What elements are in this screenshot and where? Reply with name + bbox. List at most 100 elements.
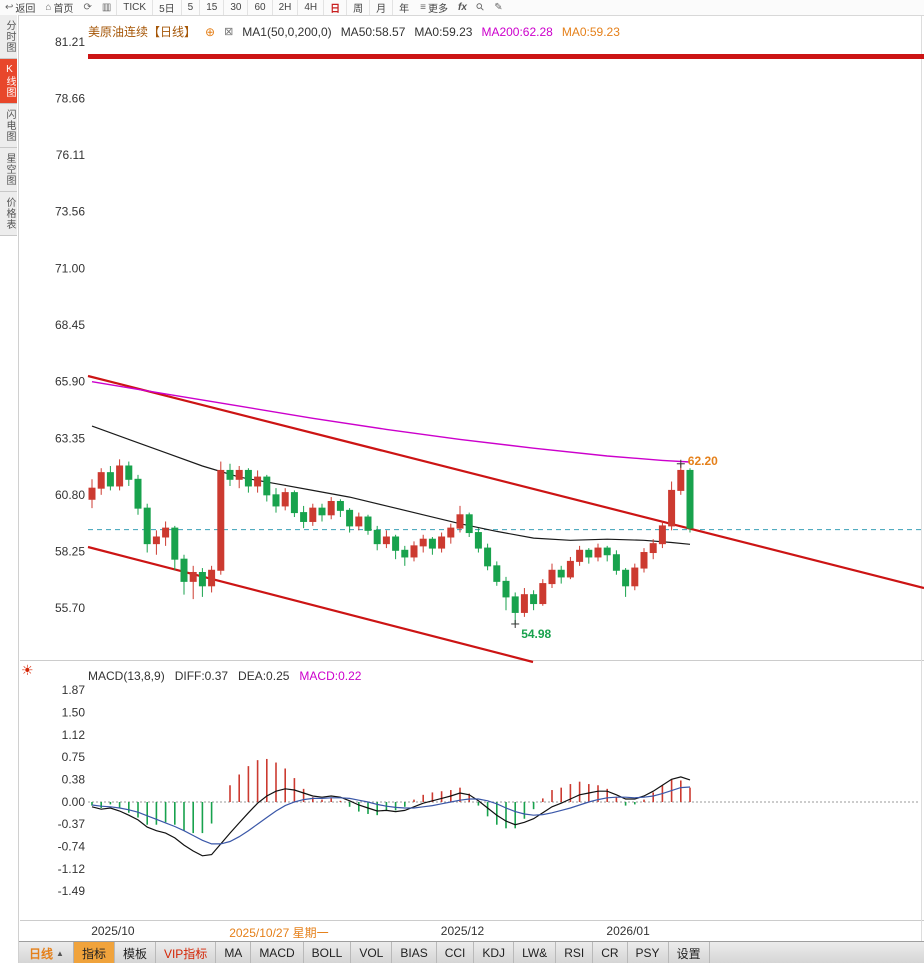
indicator-settings-icon[interactable]: ☀ xyxy=(21,662,34,678)
sidebar-item-1[interactable]: 分时图 xyxy=(0,15,17,59)
candle-body[interactable] xyxy=(318,507,326,516)
candle-body[interactable] xyxy=(392,536,400,551)
more-button[interactable]: ≡ 更多 xyxy=(415,0,453,15)
bottom-tab-LW&[interactable]: LW& xyxy=(514,942,557,963)
candle-body[interactable] xyxy=(474,532,482,549)
candle-body[interactable] xyxy=(272,494,280,507)
candle-body[interactable] xyxy=(373,529,381,545)
candle-body[interactable] xyxy=(263,476,271,496)
back-button[interactable]: ↩ 返回 xyxy=(0,0,40,15)
period-button-周[interactable]: 周 xyxy=(346,0,369,15)
candle-body[interactable] xyxy=(484,547,492,567)
candle-body[interactable] xyxy=(447,527,455,538)
bottom-tab-模板[interactable]: 模板 xyxy=(115,942,156,963)
candle-body[interactable] xyxy=(401,549,409,558)
candle-body[interactable] xyxy=(594,547,602,558)
period-button-年[interactable]: 年 xyxy=(392,0,415,15)
sidebar-item-2[interactable]: K线图 xyxy=(0,59,17,104)
candle-body[interactable] xyxy=(171,527,179,560)
candle-body[interactable] xyxy=(198,571,206,587)
candle-body[interactable] xyxy=(300,512,308,522)
period-button-4H[interactable]: 4H xyxy=(297,0,323,15)
candle-body[interactable] xyxy=(502,580,510,598)
bottom-tab-MACD[interactable]: MACD xyxy=(251,942,304,963)
candle-body[interactable] xyxy=(410,545,418,558)
sidebar-item-3[interactable]: 闪电图 xyxy=(0,104,17,148)
candle-body[interactable] xyxy=(125,465,133,480)
candle-body[interactable] xyxy=(106,472,114,487)
fx-button[interactable]: fx xyxy=(453,0,472,15)
candle-body[interactable] xyxy=(189,571,197,582)
candle-body[interactable] xyxy=(548,569,556,585)
candle-body[interactable] xyxy=(438,536,446,549)
candle-body[interactable] xyxy=(668,489,676,527)
bottom-tab-设置[interactable]: 设置 xyxy=(669,942,710,963)
sidebar-item-4[interactable]: 星空图 xyxy=(0,148,17,192)
candle-body[interactable] xyxy=(640,552,648,569)
period-button-月[interactable]: 月 xyxy=(369,0,392,15)
bottom-tab-指标[interactable]: 指标 xyxy=(73,942,115,963)
candle-body[interactable] xyxy=(658,525,666,545)
bottom-tab-BIAS[interactable]: BIAS xyxy=(392,942,437,963)
draw-button[interactable]: ✎ xyxy=(489,0,507,15)
period-button-日[interactable]: 日 xyxy=(323,0,346,15)
period-button-5[interactable]: 5 xyxy=(180,0,200,15)
period-button-60[interactable]: 60 xyxy=(247,0,271,15)
ma-toggle-icon[interactable]: ⊠ xyxy=(224,26,234,38)
bottom-tab-PSY[interactable]: PSY xyxy=(628,942,669,963)
candle-body[interactable] xyxy=(419,538,427,547)
period-button-15[interactable]: 15 xyxy=(199,0,223,15)
candle-body[interactable] xyxy=(631,567,639,587)
candle-body[interactable] xyxy=(336,500,344,511)
bottom-tab-CCI[interactable]: CCI xyxy=(437,942,475,963)
candle-body[interactable] xyxy=(208,569,216,587)
candle-body[interactable] xyxy=(557,569,565,578)
candle-body[interactable] xyxy=(465,514,473,534)
candle-body[interactable] xyxy=(327,500,335,516)
candle-body[interactable] xyxy=(428,538,436,549)
candle-body[interactable] xyxy=(520,594,528,613)
refresh-button[interactable]: ⟳ xyxy=(78,0,96,15)
add-indicator-icon[interactable]: ⊕ xyxy=(205,24,216,39)
period-button-5日[interactable]: 5日 xyxy=(152,0,181,15)
candle-body[interactable] xyxy=(162,527,170,538)
candle-body[interactable] xyxy=(244,469,252,487)
candle-body[interactable] xyxy=(346,509,354,527)
candle-body[interactable] xyxy=(235,469,243,480)
candle-body[interactable] xyxy=(355,516,363,527)
candle-body[interactable] xyxy=(612,554,620,571)
candle-body[interactable] xyxy=(649,543,657,554)
candle-body[interactable] xyxy=(281,492,289,507)
candle-body[interactable] xyxy=(97,472,105,489)
candle-body[interactable] xyxy=(677,469,685,491)
candle-body[interactable] xyxy=(254,476,262,487)
bottom-tab-VOL[interactable]: VOL xyxy=(351,942,393,963)
candle-body[interactable] xyxy=(585,549,593,558)
candle-body[interactable] xyxy=(226,469,234,480)
bottom-tab-KDJ[interactable]: KDJ xyxy=(474,942,515,963)
candle-body[interactable] xyxy=(134,478,142,509)
bottom-tab-CR[interactable]: CR xyxy=(593,942,628,963)
candle-body[interactable] xyxy=(152,536,160,545)
candle-body[interactable] xyxy=(364,516,372,531)
bottom-tab-MA[interactable]: MA xyxy=(216,942,252,963)
candle-body[interactable] xyxy=(309,507,317,522)
candle-body[interactable] xyxy=(566,560,574,578)
current-period-selector[interactable]: 日线 ▲ xyxy=(20,942,74,963)
candle-body[interactable] xyxy=(603,547,611,556)
candle-body[interactable] xyxy=(511,596,519,613)
bottom-tab-RSI[interactable]: RSI xyxy=(556,942,594,963)
candle-body[interactable] xyxy=(217,469,225,571)
period-button-TICK[interactable]: TICK xyxy=(116,0,152,15)
candle-body[interactable] xyxy=(382,536,390,545)
period-button-30[interactable]: 30 xyxy=(223,0,247,15)
candle-body[interactable] xyxy=(456,514,464,529)
home-button[interactable]: ⌂ 首页 xyxy=(40,0,78,15)
candle-body[interactable] xyxy=(576,549,584,562)
bottom-tab-VIP指标[interactable]: VIP指标 xyxy=(156,942,217,963)
search-button[interactable]: ⚲ xyxy=(472,0,489,15)
candle-body[interactable] xyxy=(143,507,151,545)
candle-body[interactable] xyxy=(530,594,538,605)
bottom-tab-BOLL[interactable]: BOLL xyxy=(304,942,352,963)
